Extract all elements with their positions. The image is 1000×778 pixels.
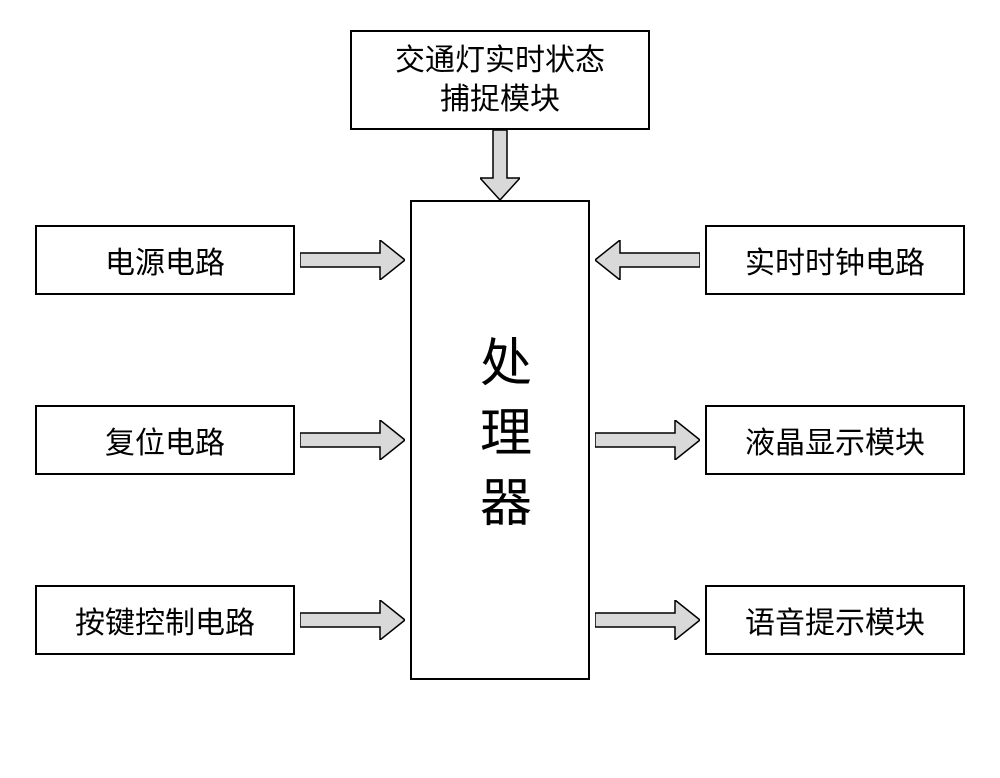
- node-label: 语音提示模块: [745, 598, 925, 642]
- arrow-reset-to-cpu: [300, 420, 405, 460]
- node-label: 复位电路: [105, 418, 225, 462]
- arrow-cpu-to-voice: [595, 600, 700, 640]
- node-reset-circuit: 复位电路: [35, 405, 295, 475]
- diagram-canvas: 交通灯实时状态捕捉模块 处理器 电源电路 复位电路 按键控制电路 实时时钟电路 …: [0, 0, 1000, 778]
- node-lcd-display-module: 液晶显示模块: [705, 405, 965, 475]
- node-label: 液晶显示模块: [745, 418, 925, 462]
- node-label: 按键控制电路: [75, 598, 255, 642]
- node-label: 处理器: [463, 335, 538, 545]
- arrow-clock-to-cpu: [595, 240, 700, 280]
- arrow-right-icon: [300, 420, 405, 460]
- node-label: 交通灯实时状态捕捉模块: [395, 41, 605, 119]
- node-label: 实时时钟电路: [745, 238, 925, 282]
- arrow-down-icon: [480, 130, 520, 200]
- arrow-right-icon: [595, 600, 700, 640]
- arrow-cpu-to-lcd: [595, 420, 700, 460]
- arrow-right-icon: [300, 240, 405, 280]
- arrow-right-icon: [595, 420, 700, 460]
- node-voice-prompt-module: 语音提示模块: [705, 585, 965, 655]
- arrow-button-to-cpu: [300, 600, 405, 640]
- node-processor: 处理器: [410, 200, 590, 680]
- arrow-left-icon: [595, 240, 700, 280]
- arrow-top-to-cpu: [480, 130, 520, 200]
- node-realtime-clock-circuit: 实时时钟电路: [705, 225, 965, 295]
- node-power-circuit: 电源电路: [35, 225, 295, 295]
- node-label: 电源电路: [105, 238, 225, 282]
- arrow-power-to-cpu: [300, 240, 405, 280]
- node-button-control-circuit: 按键控制电路: [35, 585, 295, 655]
- node-traffic-light-capture: 交通灯实时状态捕捉模块: [350, 30, 650, 130]
- arrow-right-icon: [300, 600, 405, 640]
